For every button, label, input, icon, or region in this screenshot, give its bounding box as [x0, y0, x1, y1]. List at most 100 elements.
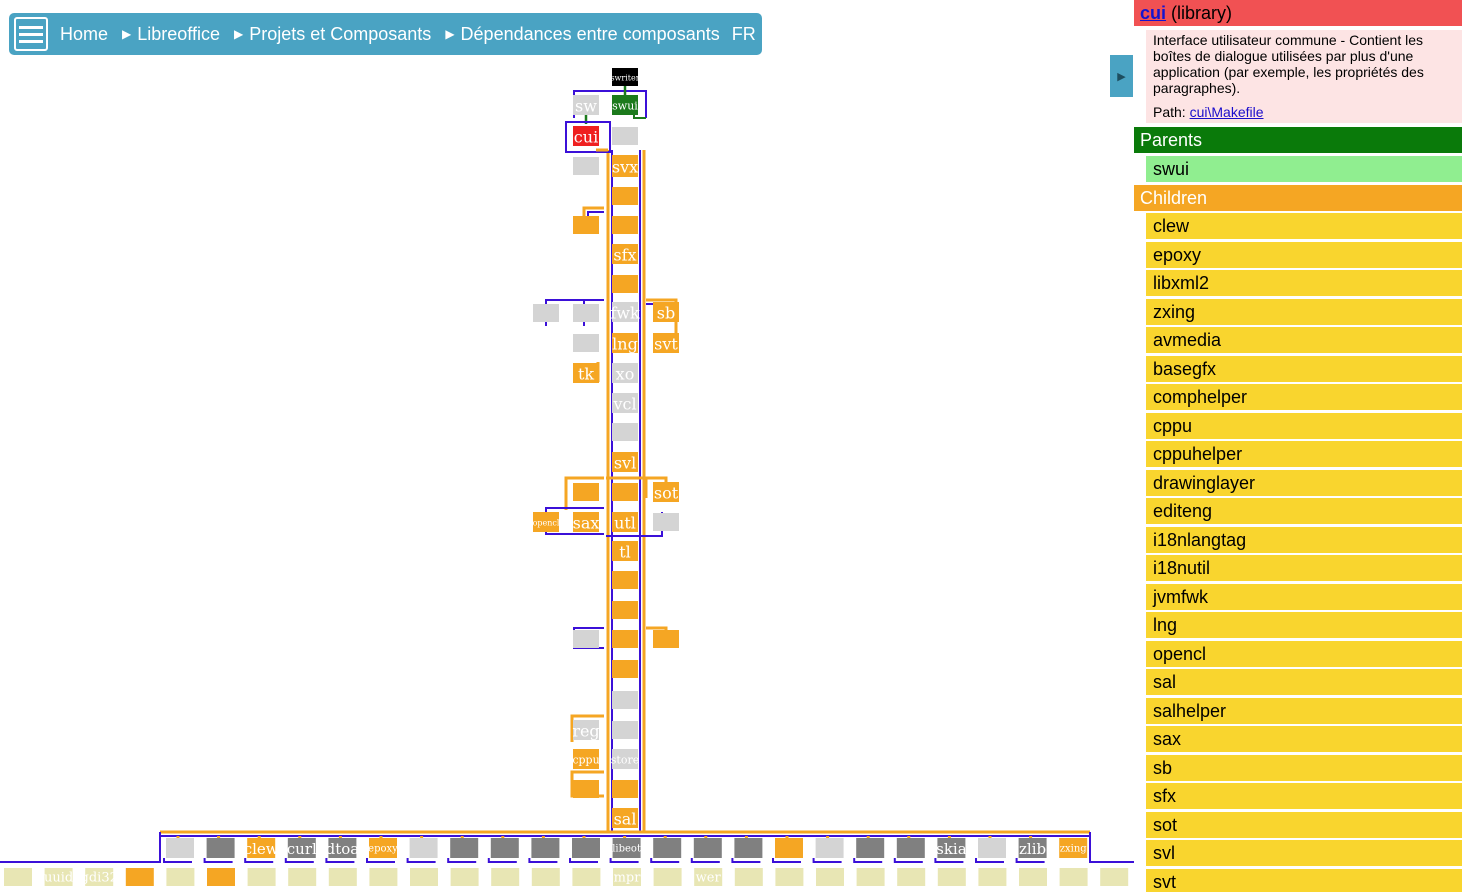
path-link[interactable]: cui\Makefile — [1189, 104, 1264, 120]
node-svl[interactable]: svl — [612, 452, 638, 473]
node-leaf-20[interactable] — [816, 868, 844, 886]
node-zlib[interactable]: zlib — [1018, 838, 1047, 858]
node-minor-22[interactable] — [612, 780, 638, 798]
node-minor-3[interactable] — [573, 216, 599, 234]
child-item-comphelper[interactable]: comphelper — [1146, 384, 1462, 410]
node-minor-13[interactable] — [612, 571, 638, 589]
node-bottom-18[interactable] — [896, 838, 925, 858]
child-item-lng[interactable]: lng — [1146, 612, 1462, 638]
child-item-opencl[interactable]: opencl — [1146, 640, 1462, 667]
node-minor-12[interactable] — [653, 513, 679, 531]
node-leaf-27[interactable] — [1100, 868, 1129, 886]
node-minor-19[interactable] — [612, 691, 638, 709]
node-bottom-15[interactable] — [775, 838, 803, 858]
node-leaf-23[interactable] — [937, 868, 966, 886]
node-swriter[interactable]: swriter — [610, 68, 640, 86]
node-leaf-5[interactable] — [207, 868, 235, 886]
child-item-sot[interactable]: sot — [1146, 811, 1462, 838]
node-epoxy[interactable]: epoxy — [368, 838, 398, 858]
node-sal[interactable]: sal — [612, 808, 638, 829]
node-bottom-17[interactable] — [856, 838, 885, 858]
breadcrumb-libreoffice[interactable]: Libreoffice — [137, 23, 220, 44]
node-tk[interactable]: tk — [573, 363, 599, 384]
node-gdi32[interactable]: gdi32 — [81, 868, 118, 886]
node-leaf-9[interactable] — [369, 868, 398, 886]
child-item-i18nutil[interactable]: i18nutil — [1146, 555, 1462, 581]
node-vcl[interactable]: vcl — [612, 393, 638, 414]
child-item-basegfx[interactable]: basegfx — [1146, 355, 1462, 382]
node-minor-9[interactable] — [612, 423, 638, 441]
node-utl[interactable]: utl — [612, 512, 638, 533]
node-leaf-8[interactable] — [328, 868, 357, 886]
node-bottom-9[interactable] — [531, 838, 560, 858]
breadcrumb-projects[interactable]: Projets et Composants — [249, 23, 432, 44]
breadcrumb-home[interactable]: Home — [60, 23, 109, 44]
child-item-sb[interactable]: sb — [1146, 754, 1462, 781]
node-sot[interactable]: sot — [653, 482, 679, 503]
child-item-clew[interactable]: clew — [1146, 213, 1462, 239]
node-leaf-13[interactable] — [531, 868, 560, 886]
node-bottom-7[interactable] — [450, 838, 479, 858]
child-item-svl[interactable]: svl — [1146, 840, 1462, 866]
node-leaf-25[interactable] — [1019, 868, 1047, 886]
node-minor-2[interactable] — [612, 187, 638, 205]
child-item-avmedia[interactable]: avmedia — [1146, 327, 1462, 353]
node-sax[interactable]: sax — [573, 512, 600, 533]
node-leaf-19[interactable] — [775, 868, 804, 886]
node-leaf-6[interactable] — [247, 868, 276, 886]
node-bottom-6[interactable] — [409, 838, 438, 858]
node-minor-15[interactable] — [573, 630, 599, 648]
node-curl[interactable]: curl — [287, 838, 317, 858]
component-name-link[interactable]: cui — [1140, 3, 1167, 23]
node-zxing[interactable]: zxing — [1059, 838, 1087, 858]
node-uuid[interactable]: uuid — [44, 868, 73, 886]
node-store[interactable]: store — [611, 749, 639, 769]
child-item-sfx[interactable]: sfx — [1146, 783, 1462, 809]
node-minor-20[interactable] — [612, 721, 638, 739]
node-leaf-4[interactable] — [166, 868, 195, 886]
node-leaf-7[interactable] — [288, 868, 317, 886]
language-switch[interactable]: FR — [731, 23, 756, 44]
node-minor-0[interactable] — [612, 127, 638, 145]
child-item-salhelper[interactable]: salhelper — [1146, 697, 1462, 724]
node-xo[interactable]: xo — [612, 363, 638, 384]
node-svt[interactable]: svt — [653, 333, 679, 354]
node-minor-18[interactable] — [612, 660, 638, 678]
node-minor-5[interactable] — [612, 275, 638, 293]
node-minor-16[interactable] — [612, 630, 638, 648]
child-item-cppuhelper[interactable]: cppuhelper — [1146, 441, 1462, 467]
node-bottom-20[interactable] — [978, 838, 1006, 858]
node-leaf-26[interactable] — [1059, 868, 1088, 886]
node-leaf-11[interactable] — [450, 868, 479, 886]
node-skia[interactable]: skia — [936, 838, 967, 858]
node-sw[interactable]: sw — [573, 95, 599, 116]
node-reg[interactable]: reg — [572, 720, 600, 741]
node-bottom-13[interactable] — [693, 838, 722, 858]
node-leaf-3[interactable] — [125, 868, 154, 886]
node-wer[interactable]: wer — [694, 868, 723, 886]
node-bottom-14[interactable] — [734, 838, 763, 858]
menu-icon[interactable] — [14, 17, 48, 51]
child-item-drawinglayer[interactable]: drawinglayer — [1146, 469, 1462, 496]
node-minor-17[interactable] — [653, 630, 679, 648]
node-leaf-21[interactable] — [856, 868, 885, 886]
node-bottom-12[interactable] — [653, 838, 682, 858]
node-fwk[interactable]: fwk — [610, 302, 640, 323]
node-minor-1[interactable] — [573, 157, 599, 175]
node-leaf-0[interactable] — [4, 868, 32, 886]
node-libeot[interactable]: libeot — [612, 838, 641, 858]
node-leaf-18[interactable] — [734, 868, 763, 886]
node-leaf-12[interactable] — [491, 868, 520, 886]
node-leaf-14[interactable] — [572, 868, 601, 886]
node-minor-8[interactable] — [573, 334, 599, 352]
node-bottom-10[interactable] — [572, 838, 600, 858]
child-item-zxing[interactable]: zxing — [1146, 298, 1462, 325]
child-item-epoxy[interactable]: epoxy — [1146, 241, 1462, 268]
node-minor-10[interactable] — [573, 483, 599, 501]
child-item-jvmfwk[interactable]: jvmfwk — [1146, 583, 1462, 610]
collapse-panel-button[interactable]: ▶ — [1110, 55, 1133, 97]
node-minor-11[interactable] — [612, 483, 638, 501]
node-minor-7[interactable] — [573, 304, 599, 322]
child-item-cppu[interactable]: cppu — [1146, 412, 1462, 439]
node-swui[interactable]: swui — [612, 95, 638, 115]
